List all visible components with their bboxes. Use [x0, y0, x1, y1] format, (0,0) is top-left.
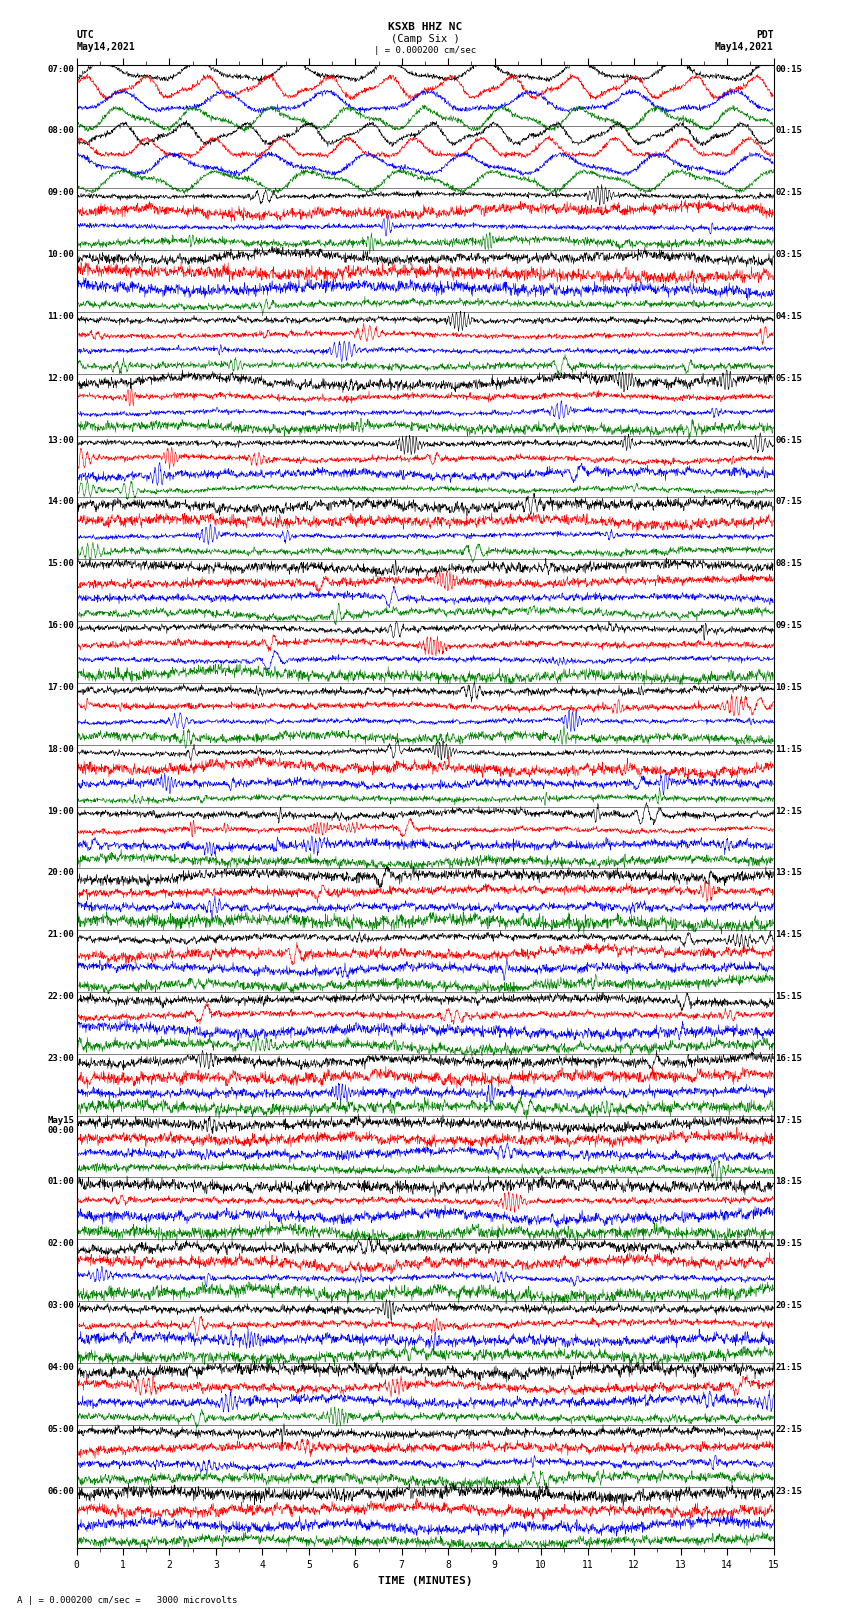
Text: 08:15: 08:15 — [775, 560, 802, 568]
Text: 20:00: 20:00 — [48, 868, 75, 877]
Text: 19:15: 19:15 — [775, 1239, 802, 1248]
Text: 13:15: 13:15 — [775, 868, 802, 877]
Text: 18:15: 18:15 — [775, 1177, 802, 1187]
Text: UTC: UTC — [76, 31, 94, 40]
Text: 23:15: 23:15 — [775, 1487, 802, 1495]
Text: 20:15: 20:15 — [775, 1302, 802, 1310]
Text: 15:00: 15:00 — [48, 560, 75, 568]
Text: 16:15: 16:15 — [775, 1053, 802, 1063]
Text: 23:00: 23:00 — [48, 1053, 75, 1063]
Text: 01:15: 01:15 — [775, 126, 802, 135]
Text: 13:00: 13:00 — [48, 436, 75, 445]
Text: PDT: PDT — [756, 31, 774, 40]
Text: 07:15: 07:15 — [775, 497, 802, 506]
Text: A | = 0.000200 cm/sec =   3000 microvolts: A | = 0.000200 cm/sec = 3000 microvolts — [17, 1595, 237, 1605]
Text: 10:15: 10:15 — [775, 682, 802, 692]
Text: 03:00: 03:00 — [48, 1302, 75, 1310]
Text: 16:00: 16:00 — [48, 621, 75, 631]
Text: 00:15: 00:15 — [775, 65, 802, 74]
Text: 09:00: 09:00 — [48, 189, 75, 197]
Text: 15:15: 15:15 — [775, 992, 802, 1002]
Text: 17:00: 17:00 — [48, 682, 75, 692]
Text: 21:15: 21:15 — [775, 1363, 802, 1373]
Text: 22:00: 22:00 — [48, 992, 75, 1002]
X-axis label: TIME (MINUTES): TIME (MINUTES) — [377, 1576, 473, 1586]
Text: 12:15: 12:15 — [775, 806, 802, 816]
Text: 09:15: 09:15 — [775, 621, 802, 631]
Text: 01:00: 01:00 — [48, 1177, 75, 1187]
Text: 02:00: 02:00 — [48, 1239, 75, 1248]
Text: 06:15: 06:15 — [775, 436, 802, 445]
Text: 22:15: 22:15 — [775, 1424, 802, 1434]
Text: 14:00: 14:00 — [48, 497, 75, 506]
Text: 18:00: 18:00 — [48, 745, 75, 753]
Text: 19:00: 19:00 — [48, 806, 75, 816]
Text: 07:00: 07:00 — [48, 65, 75, 74]
Text: 11:15: 11:15 — [775, 745, 802, 753]
Text: 04:15: 04:15 — [775, 311, 802, 321]
Text: 05:00: 05:00 — [48, 1424, 75, 1434]
Text: (Camp Six ): (Camp Six ) — [391, 34, 459, 44]
Text: 05:15: 05:15 — [775, 374, 802, 382]
Text: May14,2021: May14,2021 — [715, 42, 774, 52]
Text: 06:00: 06:00 — [48, 1487, 75, 1495]
Text: 21:00: 21:00 — [48, 931, 75, 939]
Text: 08:00: 08:00 — [48, 126, 75, 135]
Text: 12:00: 12:00 — [48, 374, 75, 382]
Text: 02:15: 02:15 — [775, 189, 802, 197]
Text: 03:15: 03:15 — [775, 250, 802, 260]
Text: 10:00: 10:00 — [48, 250, 75, 260]
Text: | = 0.000200 cm/sec: | = 0.000200 cm/sec — [374, 45, 476, 55]
Text: 17:15: 17:15 — [775, 1116, 802, 1124]
Text: May15
00:00: May15 00:00 — [48, 1116, 75, 1136]
Text: 04:00: 04:00 — [48, 1363, 75, 1373]
Text: 14:15: 14:15 — [775, 931, 802, 939]
Text: KSXB HHZ NC: KSXB HHZ NC — [388, 23, 462, 32]
Text: May14,2021: May14,2021 — [76, 42, 135, 52]
Text: 11:00: 11:00 — [48, 311, 75, 321]
